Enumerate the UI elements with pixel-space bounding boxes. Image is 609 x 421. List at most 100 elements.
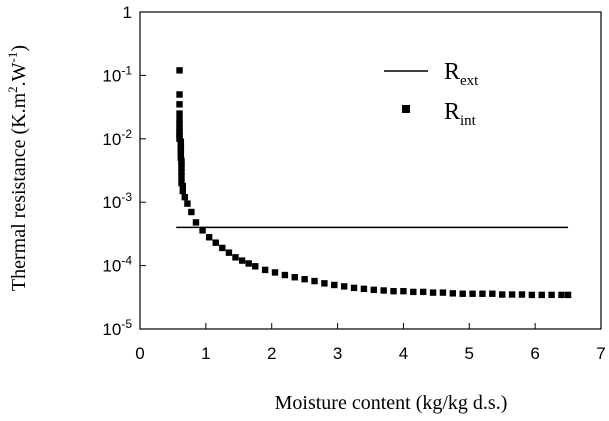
y-axis-ticks: 110-110-210-310-410-5 — [102, 3, 146, 339]
y-tick-label-base: 10 — [102, 320, 121, 339]
series-rint-point — [245, 260, 252, 267]
series-rint-point — [350, 284, 358, 292]
series-rint-point — [178, 168, 185, 176]
y-tick-label-base: 10 — [102, 66, 121, 85]
x-tick-label: 3 — [333, 344, 342, 363]
series-rint-point — [178, 173, 185, 181]
series-rint-point — [528, 291, 536, 299]
series-rint-point — [176, 110, 183, 117]
y-axis-title-sup2: -1 — [5, 52, 20, 63]
y-axis-title-sup1: 2 — [5, 86, 20, 93]
x-tick-label: 4 — [399, 344, 408, 363]
legend-rint-square-swatch — [402, 105, 410, 113]
y-tick-label: 10-4 — [102, 254, 132, 276]
series-rint-point — [469, 290, 476, 297]
legend-rint-label: Rint — [444, 99, 477, 129]
series-rint-point — [508, 291, 516, 298]
series-rint-point — [178, 160, 185, 168]
series-rint-point — [518, 291, 526, 298]
series-rint-point — [176, 116, 183, 123]
x-tick-label: 6 — [530, 344, 539, 363]
x-tick-label: 0 — [135, 344, 144, 363]
series-rint-point — [181, 193, 188, 201]
x-axis-ticks: 0 1 2 3 4 5 6 7 — [135, 323, 606, 363]
series-rint-point — [449, 290, 457, 297]
series-rint-point — [400, 287, 407, 295]
series-rint-point — [429, 289, 437, 296]
x-axis-title: Moisture content (kg/kg d.s.) — [275, 392, 508, 414]
series-rint-point — [179, 182, 187, 190]
y-tick-label-base: 1 — [123, 3, 132, 22]
series-rint-point — [184, 200, 191, 207]
series-layer — [176, 67, 572, 299]
series-rint-point — [261, 266, 269, 274]
series-rint-point — [311, 277, 318, 285]
plot-area-border — [139, 11, 602, 330]
series-rint-point — [232, 254, 239, 261]
y-tick-label-exponent: -3 — [121, 190, 132, 204]
series-rint-point — [548, 291, 555, 299]
y-tick-label-exponent: -4 — [121, 254, 132, 268]
series-rint-point — [205, 234, 213, 241]
y-tick-label-exponent: -1 — [121, 63, 132, 77]
x-tick-label: 5 — [465, 344, 474, 363]
y-tick-label-base: 10 — [102, 130, 121, 149]
legend-rext-sub: ext — [460, 73, 479, 89]
series-rint-point — [479, 290, 486, 297]
x-tick-label: 2 — [267, 344, 276, 363]
series-rint-point — [340, 283, 348, 290]
x-tick-label: 7 — [596, 344, 605, 363]
series-rint-point — [238, 257, 246, 264]
legend-rext-label: Rext — [444, 59, 479, 89]
series-rint-point — [331, 281, 338, 289]
series-rint-point — [558, 291, 565, 299]
series-rint-point — [439, 289, 447, 296]
series-rint-point — [199, 227, 206, 234]
y-axis-title-mid: .W — [8, 62, 30, 86]
series-rint-point — [360, 285, 368, 293]
series-rint-point — [178, 157, 185, 164]
series-rint-point — [252, 263, 259, 270]
series-rint-point — [176, 124, 183, 131]
y-tick-label-base: 10 — [102, 257, 121, 276]
series-rint-point — [225, 249, 233, 256]
series-rint-point — [176, 67, 183, 74]
y-tick-label-exponent: -5 — [121, 317, 132, 331]
legend-rint-base: R — [444, 99, 460, 125]
plot-frame — [139, 11, 602, 330]
series-rint-point — [176, 101, 183, 108]
series-rint-point — [410, 288, 417, 296]
y-tick-label-base: 10 — [102, 193, 121, 212]
series-rint-point — [370, 286, 377, 294]
series-rint-point — [459, 290, 466, 297]
y-tick-label-exponent: -2 — [121, 127, 132, 141]
series-rint-point — [219, 244, 226, 252]
y-tick-label: 10-5 — [102, 317, 132, 339]
series-rint-point — [188, 208, 195, 216]
series-rint-point — [271, 269, 279, 276]
series-rint-point — [564, 291, 572, 299]
legend-rext-base: R — [444, 59, 460, 85]
y-axis-title-end: ) — [8, 45, 30, 52]
series-rint-point — [177, 138, 185, 145]
legend: Rext Rint — [384, 59, 479, 129]
series-rint-point — [499, 291, 506, 298]
series-rint-point — [489, 290, 496, 297]
y-tick-label: 10-3 — [102, 190, 132, 212]
y-tick-label: 10-1 — [102, 63, 132, 85]
y-axis-title: Thermal resistance (K.m2.W-1) — [5, 45, 30, 291]
series-rint-point — [178, 164, 185, 171]
series-rint-point — [390, 287, 397, 295]
series-rint-point — [192, 219, 200, 226]
x-tick-label: 1 — [201, 344, 210, 363]
y-axis-title-main: Thermal resistance (K.m — [8, 92, 30, 291]
series-rint-point — [419, 288, 427, 296]
series-rint-point — [321, 280, 328, 287]
series-rint-point — [291, 274, 298, 281]
series-rint-point — [380, 287, 387, 294]
y-tick-label: 10-2 — [102, 127, 132, 149]
series-rint-point — [176, 120, 183, 128]
y-tick-label: 1 — [123, 3, 132, 22]
series-rint-point — [179, 187, 187, 195]
